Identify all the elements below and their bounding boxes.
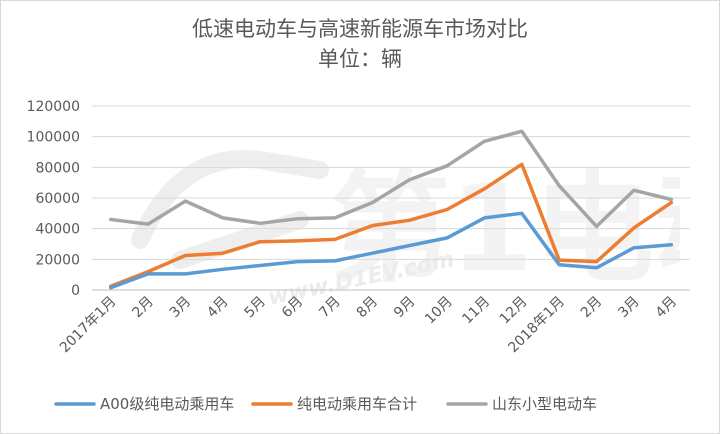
legend: A00级纯电动乘用车 纯电动乘用车合计 山东小型电动车 [54, 395, 597, 413]
y-tick-label: 0 [71, 283, 80, 299]
y-tick-label: 80000 [35, 160, 80, 176]
x-tick-label: 5月 [241, 294, 269, 322]
x-tick-label: 6月 [279, 294, 307, 322]
legend-label: 山东小型电动车 [492, 395, 597, 413]
x-tick-label: 7月 [316, 294, 344, 322]
x-tick-label: 10月 [422, 294, 456, 328]
series-lines [108, 129, 674, 290]
series-line [108, 211, 674, 290]
y-tick-label: 40000 [35, 222, 80, 238]
x-tick-label: 8月 [354, 294, 382, 322]
x-tick-label: 9月 [391, 294, 419, 322]
x-tick-label: 3月 [615, 294, 643, 322]
chart-title-block: 低速电动车与高速新能源车市场对比 单位：辆 [0, 14, 720, 74]
x-tick-label: 4月 [204, 294, 232, 322]
x-tick-label: 2月 [578, 294, 606, 322]
y-tick-label: 120000 [27, 99, 80, 115]
legend-label: A00级纯电动乘用车 [100, 395, 234, 413]
gridlines [92, 105, 690, 291]
chart-title: 低速电动车与高速新能源车市场对比 [192, 17, 528, 41]
y-axis-ticks: 0 20000 40000 60000 80000 100000 120000 [27, 99, 80, 299]
y-tick-label: 100000 [27, 130, 80, 146]
x-tick-label: 11月 [459, 294, 493, 328]
chart-subtitle: 单位：辆 [318, 47, 402, 71]
series-line [108, 129, 674, 229]
y-tick-label: 60000 [35, 191, 80, 207]
x-tick-label: 3月 [167, 294, 195, 322]
x-tick-label: 4月 [653, 294, 681, 322]
y-tick-label: 20000 [35, 252, 80, 268]
x-tick-label: 12月 [497, 294, 531, 328]
legend-label: 纯电动乘用车合计 [297, 395, 417, 413]
x-tick-label: 2017年1月 [57, 294, 120, 357]
series-line [108, 162, 674, 288]
x-tick-label: 2月 [129, 294, 157, 322]
